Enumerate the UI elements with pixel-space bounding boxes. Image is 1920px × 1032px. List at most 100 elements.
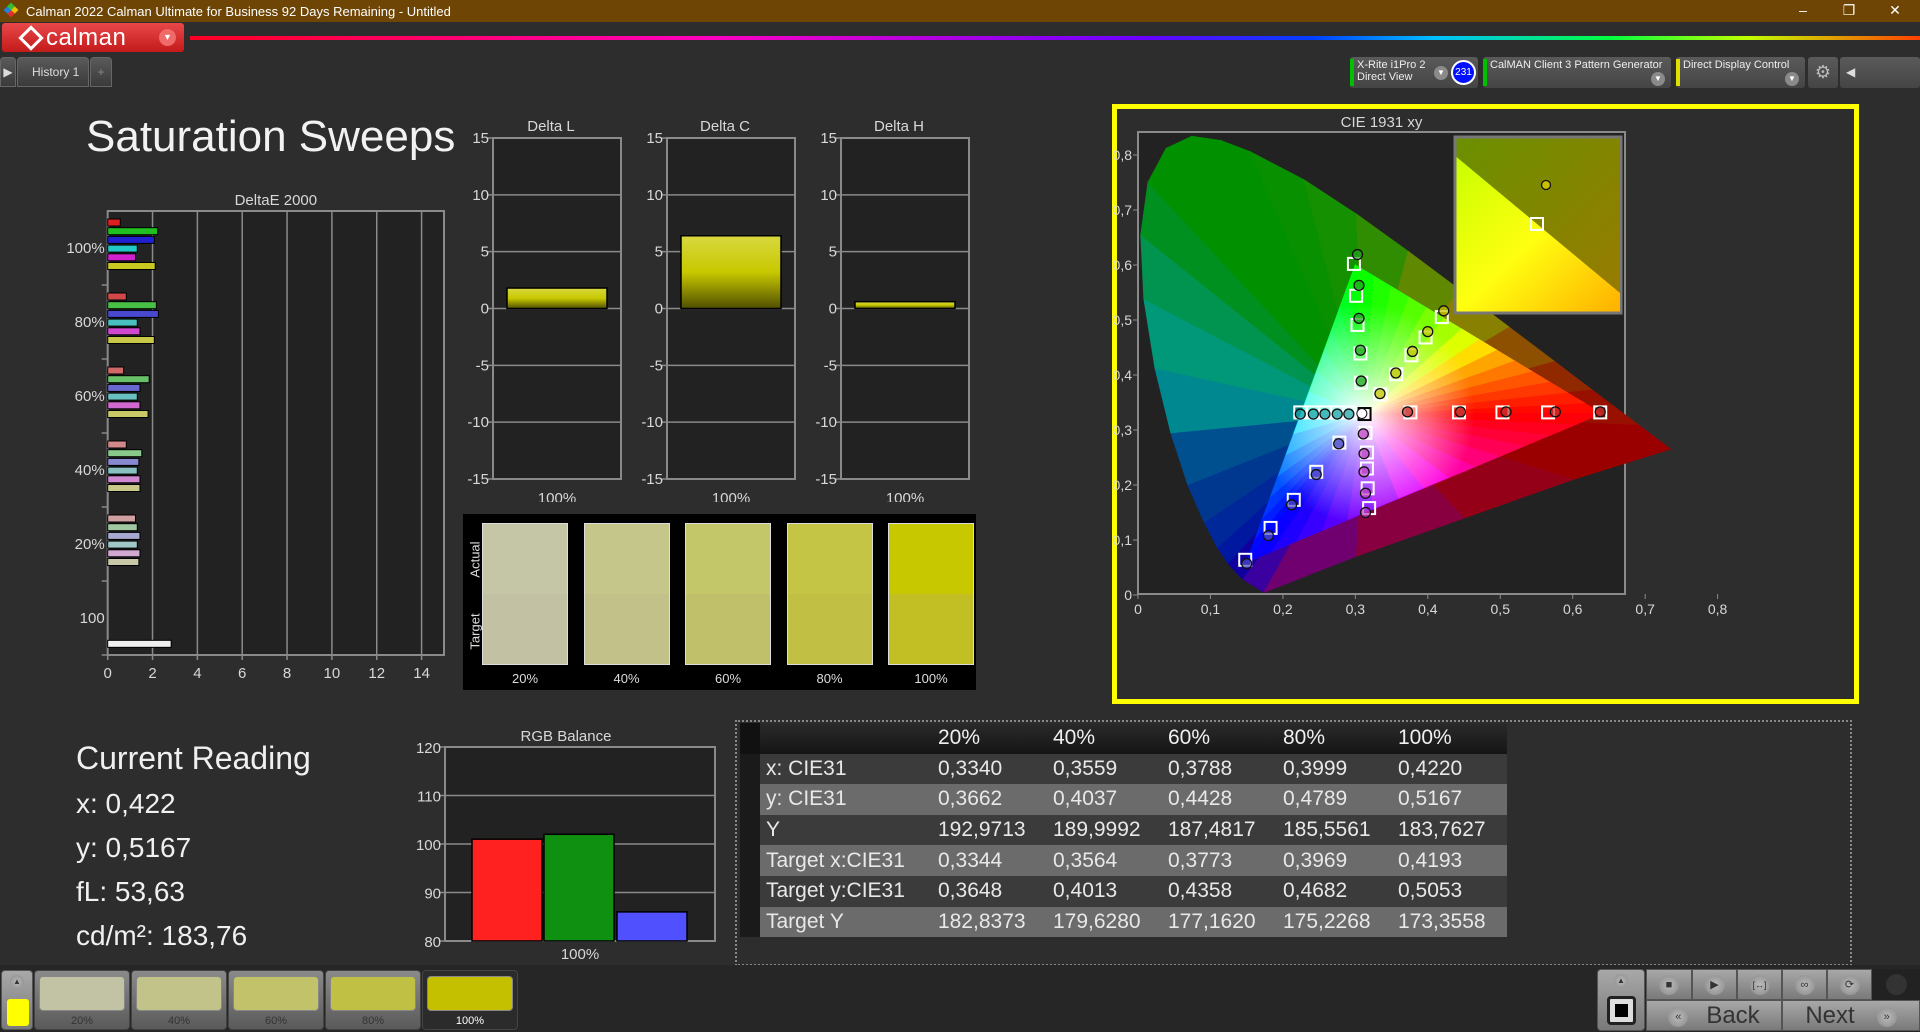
patch-button-40%[interactable]: 40%	[131, 970, 227, 1030]
patch-button-80%[interactable]: 80%	[325, 970, 421, 1030]
patch-color	[233, 976, 319, 1011]
patch-color	[39, 976, 125, 1011]
y-category-label: 80%	[75, 314, 105, 331]
actual-point	[1343, 408, 1355, 420]
table-cell: 173,3558	[1392, 906, 1507, 938]
table-row: Target x:CIE31 0,3344 0,3564 0,3773 0,3969 0,…	[740, 845, 1507, 876]
gear-icon: ⚙	[1814, 62, 1832, 82]
refresh-button[interactable]: ⟳	[1827, 969, 1872, 1000]
chevron-down-icon[interactable]: ▼	[159, 29, 176, 46]
reading-fl: fL: 53,63	[76, 876, 185, 907]
y-tick-label: 15	[472, 130, 489, 147]
table-cell: 0,3662	[932, 784, 1047, 815]
delta-l-chart: Delta L 15 10 5 0 -5 -10 -15 100%	[467, 118, 622, 502]
deltae-bar	[107, 301, 157, 310]
x-tick-label: 0	[104, 665, 112, 682]
stop-button[interactable]: ■	[1646, 969, 1692, 1000]
measurement-table: 20% 40% 60% 80% 100% x: CIE31 0,3340 0,3559 0,37…	[740, 723, 1507, 938]
zoom-inset	[1453, 135, 1623, 315]
chevron-down-icon[interactable]: ▼	[1434, 66, 1448, 80]
actual-swatch	[787, 524, 872, 594]
chart-title: DeltaE 2000	[235, 192, 318, 209]
swatch-100%	[888, 523, 974, 665]
table-row: x: CIE31 0,3340 0,3559 0,3788 0,3999 0,4220	[740, 753, 1507, 785]
y-tick-label: 0	[655, 301, 663, 318]
tab-history-1[interactable]: History 1	[17, 57, 89, 87]
target-label: Target	[467, 613, 483, 650]
table-cell: 0,5053	[1392, 875, 1507, 907]
pattern-generator-name: CalMAN Client 3 Pattern Generator	[1490, 59, 1663, 71]
reading-y: y: 0,5167	[76, 832, 192, 863]
swatch-60%	[685, 523, 771, 665]
app-icon	[3, 2, 19, 18]
collapse-panel-button[interactable]: ◀	[1840, 57, 1920, 88]
actual-point	[1285, 499, 1298, 511]
target-swatch	[787, 594, 872, 664]
deltae-bar	[107, 253, 137, 262]
table-cell: 0,3559	[1047, 753, 1162, 785]
tab-label: History 1	[32, 65, 80, 79]
actual-swatch	[483, 524, 567, 594]
deltae-bar	[107, 558, 140, 566]
actual-point	[1353, 312, 1365, 325]
add-tab-button[interactable]: +	[90, 57, 112, 87]
close-button[interactable]: ✕	[1889, 2, 1901, 18]
row-gutter	[740, 814, 760, 846]
display-control-selector[interactable]: Direct Display Control ▼	[1676, 57, 1805, 88]
pattern-generator-selector[interactable]: CalMAN Client 3 Pattern Generator ▼	[1483, 57, 1671, 88]
current-patch-button[interactable]: ▲	[1, 970, 33, 1030]
actual-point	[1500, 406, 1512, 418]
actual-swatch	[686, 524, 770, 594]
patch-button-100%[interactable]: 100%	[422, 970, 518, 1030]
calman-menu-button[interactable]: calman ▼	[2, 23, 184, 52]
patch-button-60%[interactable]: 60%	[228, 970, 324, 1030]
table-cell: 0,4037	[1047, 784, 1162, 815]
actual-point	[1310, 468, 1322, 481]
y-tick-label: 0,2	[1113, 477, 1133, 493]
table-cell: 0,3773	[1162, 845, 1277, 876]
y-category-label: 40%	[75, 462, 105, 479]
range-button[interactable]: [↔]	[1737, 969, 1782, 1000]
deltae-bar	[107, 227, 159, 236]
chevron-down-icon[interactable]: ▼	[1785, 72, 1799, 86]
infinity-icon: ∞	[1794, 975, 1815, 995]
patch-button-20%[interactable]: 20%	[34, 970, 130, 1030]
x-category-label: 100%	[712, 490, 750, 502]
settings-button[interactable]: ⚙	[1808, 57, 1838, 88]
row-label: Y	[760, 814, 932, 846]
actual-point	[1406, 345, 1419, 358]
restore-button[interactable]: ❐	[1842, 2, 1856, 18]
rgb-bar	[471, 838, 543, 942]
minimize-button[interactable]: –	[1799, 2, 1807, 18]
y-tick-label: 0,8	[1113, 147, 1133, 163]
cie-1931-chart: CIE 1931 xy 0 0,1 0,2 0,3 0,4 0,5 0,6 0,7 0,8 0 0,1…	[1113, 114, 1728, 617]
swatch-label: 60%	[714, 671, 742, 686]
actual-point	[1374, 387, 1386, 400]
chart-title: CIE 1931 xy	[1341, 114, 1423, 131]
actual-point	[1438, 305, 1450, 317]
play-button[interactable]: ▶	[1692, 969, 1737, 1000]
play-history-button[interactable]: ▶	[0, 57, 16, 87]
table-cell: 0,4193	[1392, 845, 1507, 876]
back-button[interactable]: « Back	[1646, 1000, 1782, 1031]
meter-selector[interactable]: X-Rite i1Pro 2 Direct View ▼ 231	[1350, 57, 1478, 88]
meter-badge[interactable]: 231	[1451, 60, 1476, 85]
swatch-label: 100%	[914, 671, 948, 686]
deltae-bar	[107, 218, 121, 227]
y-tick-label: 80	[424, 934, 441, 951]
delta-h-chart: Delta H 15 10 5 0 -5 -10 -15 100%	[815, 118, 970, 502]
generator-status-indicator	[1483, 59, 1487, 86]
table-cell: 0,4428	[1162, 784, 1277, 815]
loop-button[interactable]: ∞	[1782, 969, 1827, 1000]
stop-measure-button[interactable]: ▲	[1597, 969, 1645, 1031]
table-cell: 177,1620	[1162, 906, 1277, 938]
deltae-bar	[107, 292, 127, 301]
x-category-label: 100%	[538, 490, 576, 502]
x-tick-label: 0,2	[1273, 601, 1293, 617]
y-tick-label: 90	[424, 886, 441, 903]
chevron-down-icon[interactable]: ▼	[1651, 72, 1665, 86]
table-cell: 0,3344	[932, 845, 1047, 876]
next-button[interactable]: Next »	[1782, 1000, 1920, 1031]
table-cell: 187,4817	[1162, 814, 1277, 846]
row-gutter	[740, 906, 760, 938]
